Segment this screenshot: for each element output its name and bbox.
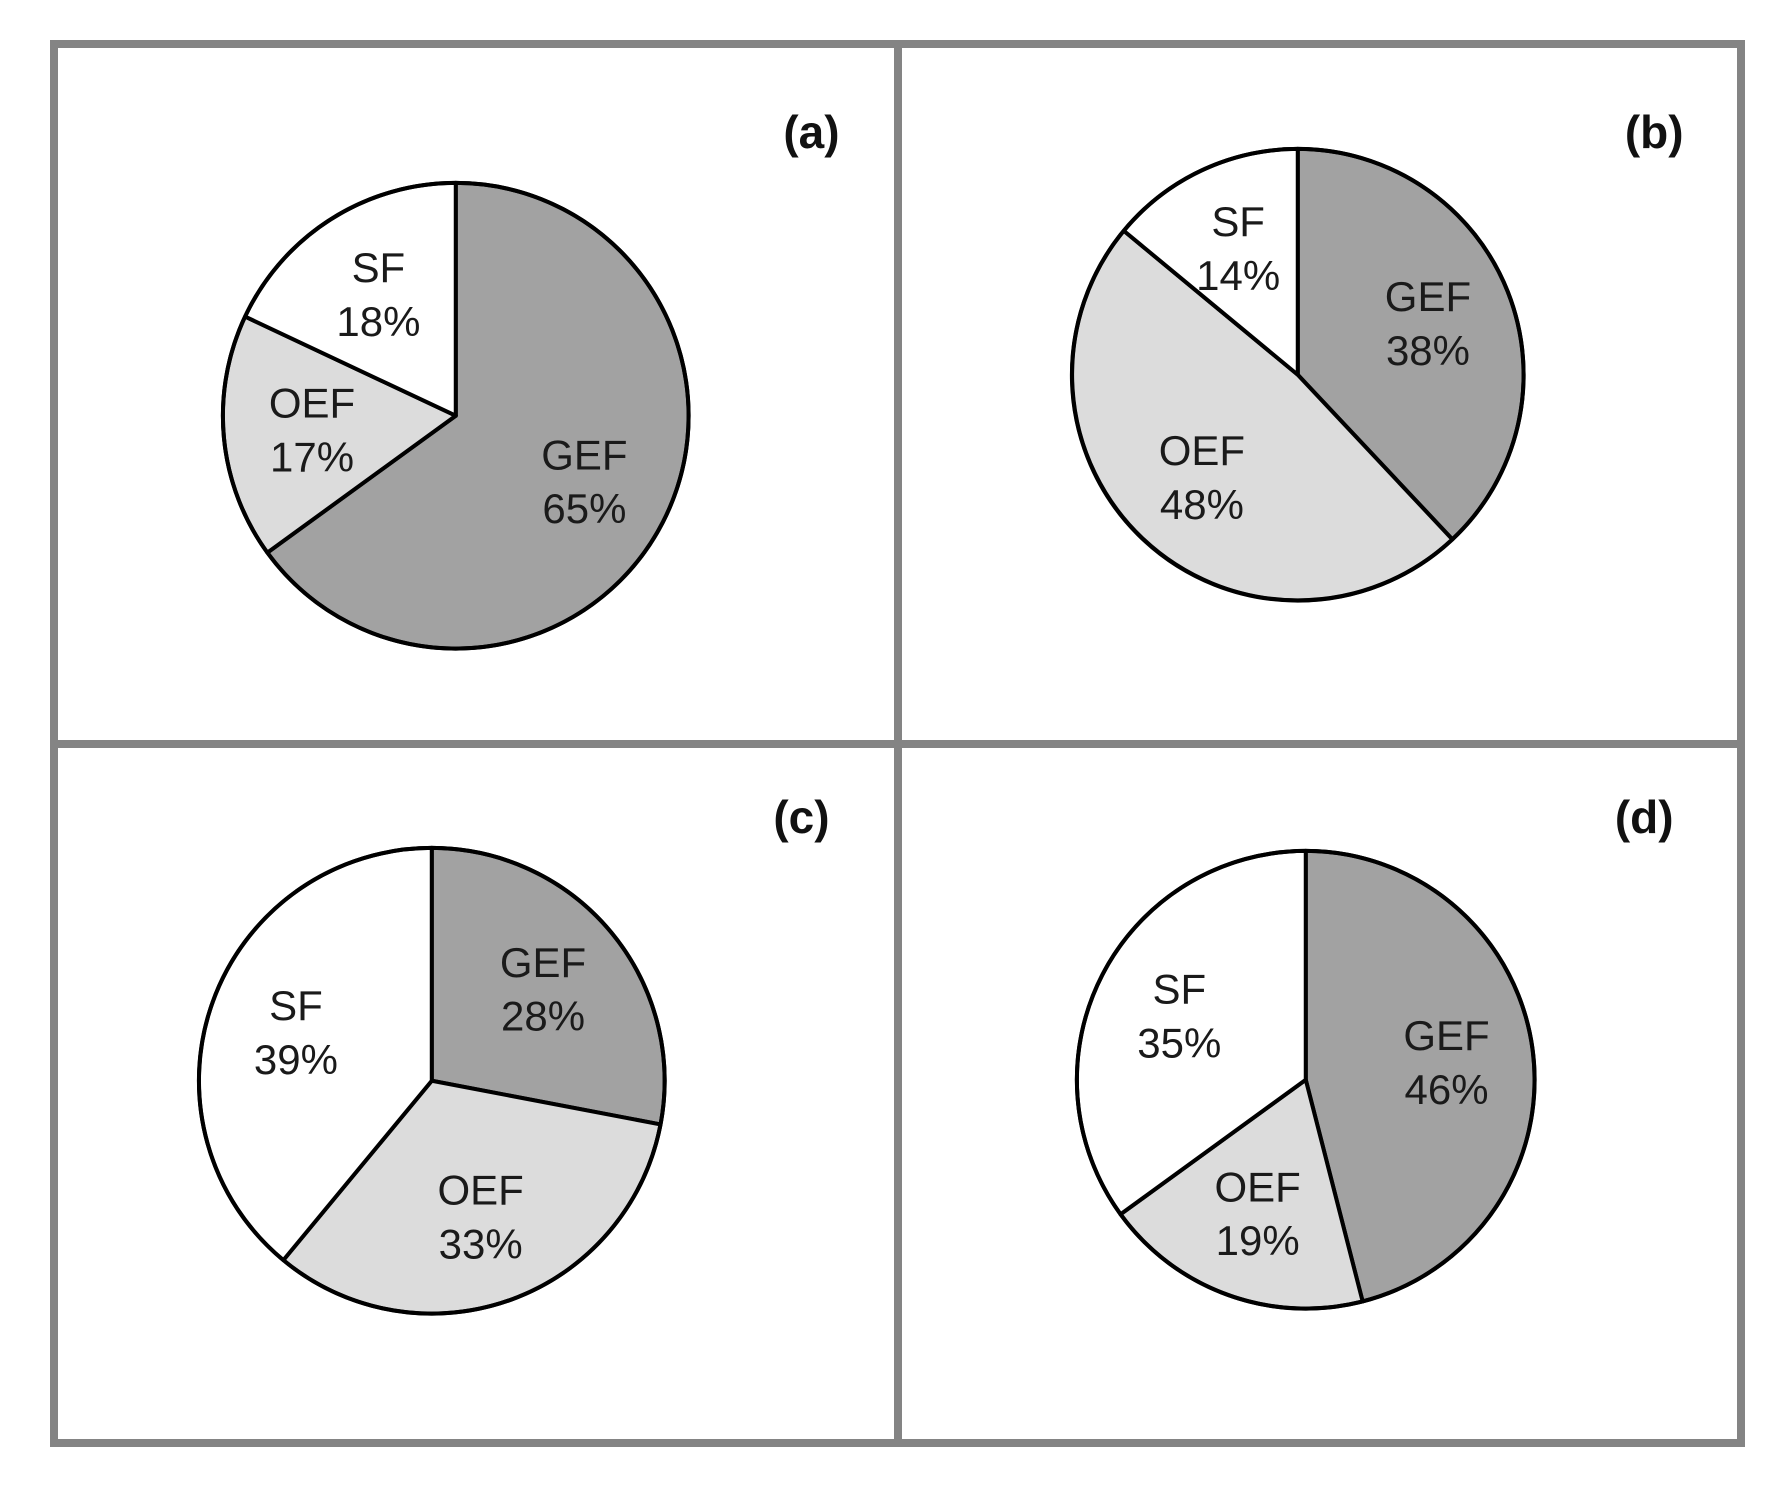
slice-label-sf: SF 18% [336, 244, 420, 345]
pie-chart-b: GEF 38% OEF 48% SF 14% (b) [1069, 106, 1683, 603]
slice-label-oef: OEF 33% [438, 1166, 524, 1267]
pie-outline [196, 845, 667, 1316]
slice-label-gef: GEF 65% [541, 431, 627, 532]
pie-outline [1074, 848, 1537, 1311]
slice-label-gef: GEF 38% [1384, 273, 1470, 374]
panel-label-c: (c) [773, 790, 829, 842]
panel-a: GEF 65% OEF 17% SF 18% (a) [58, 48, 894, 740]
slice-label-sf: SF 35% [1137, 965, 1221, 1066]
slice-label-oef: OEF 48% [1158, 427, 1244, 528]
slice-label-sf: SF 39% [254, 981, 338, 1082]
pie-chart-d: GEF 46% OEF 19% SF 35% (d) [1074, 790, 1673, 1311]
panel-b: GEF 38% OEF 48% SF 14% (b) [901, 48, 1737, 740]
panel-label-d: (d) [1614, 790, 1673, 842]
slice-label-sf: SF 14% [1196, 198, 1280, 299]
panel-label-a: (a) [783, 106, 839, 158]
slice-label-gef: GEF 46% [1403, 1011, 1489, 1112]
slice-label-oef: OEF 19% [1214, 1163, 1300, 1264]
slice-label-gef: GEF 28% [500, 938, 586, 1039]
panel-label-b: (b) [1624, 106, 1683, 158]
pie-chart-a: GEF 65% OEF 17% SF 18% (a) [220, 106, 840, 651]
pie-chart-c: GEF 28% OEF 33% SF 39% (c) [196, 790, 830, 1316]
slice-label-oef: OEF 17% [269, 379, 355, 480]
pie-slice-gef [429, 845, 667, 1126]
pie-outline [220, 180, 691, 651]
four-panel-pie-figure: GEF 65% OEF 17% SF 18% (a) GEF 38% OEF 48% SF 14% (b… [50, 40, 1745, 1447]
panel-c: GEF 28% OEF 33% SF 39% (c) [58, 747, 894, 1439]
pie-outline [1069, 146, 1526, 603]
panel-d: GEF 46% OEF 19% SF 35% (d) [901, 747, 1737, 1439]
